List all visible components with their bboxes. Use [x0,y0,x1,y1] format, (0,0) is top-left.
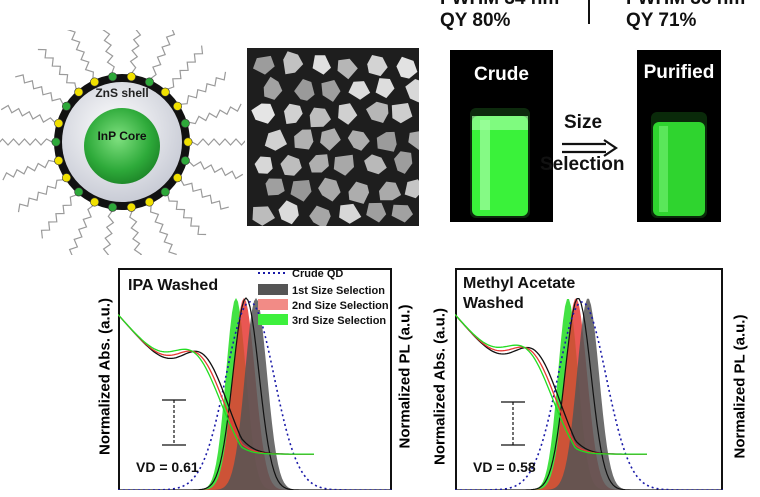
left-chart-title: IPA Washed [128,277,218,294]
legend-first: 1st Size Selection [292,285,385,297]
right-fwhm: FWHM 36 nm [626,0,745,10]
purified-label: Purified [643,62,715,83]
left-qy: QY 80% [440,10,511,31]
right-chart-title-2: Washed [463,295,524,312]
ligand-chains [0,30,245,255]
left-vd-label: VD = 0.61 [136,459,199,475]
tem-image [247,48,419,226]
right-chart-title-1: Methyl Acetate [463,275,575,292]
surface-beads [51,72,193,212]
legend-second: 2nd Size Selection [292,300,389,312]
left-metrics: FWHM 34 nm QY 80% [440,0,559,32]
crude-label: Crude [474,64,529,85]
left-legend: Crude QD 1st Size Selection 2nd Size Sel… [258,268,389,327]
arrow-label-selection: Selection [540,154,625,175]
metrics-divider [588,0,590,24]
purified-vial-photo: Purified [637,50,721,222]
core-label: InP Core [97,129,146,143]
legend-crude: Crude QD [292,268,343,280]
legend-third: 3rd Size Selection [292,315,386,327]
right-vd-label: VD = 0.58 [473,459,536,475]
left-pl-ylabel: Normalized PL (a.u.) [396,304,414,449]
right-abs-ylabel: Normalized Abs. (a.u.) [431,308,449,465]
left-abs-ylabel: Normalized Abs. (a.u.) [96,298,114,455]
quantum-dot-schematic: ZnS shell InP Core [0,30,245,255]
size-selection-arrow: Size Selection [540,112,640,182]
right-metrics: FWHM 36 nm QY 71% [626,0,745,32]
right-chart: Methyl Acetate Washed VD = 0.58 [455,268,723,490]
left-chart: IPA Washed VD = 0.61 Crude QD 1st Size S… [118,268,392,490]
arrow-label-size: Size [564,112,603,133]
right-pl-ylabel: Normalized PL (a.u.) [731,314,749,459]
shell-label: ZnS shell [95,86,148,100]
left-fwhm: FWHM 34 nm [440,0,559,10]
right-qy: QY 71% [626,10,697,31]
crude-vial-photo: Crude [450,50,553,222]
